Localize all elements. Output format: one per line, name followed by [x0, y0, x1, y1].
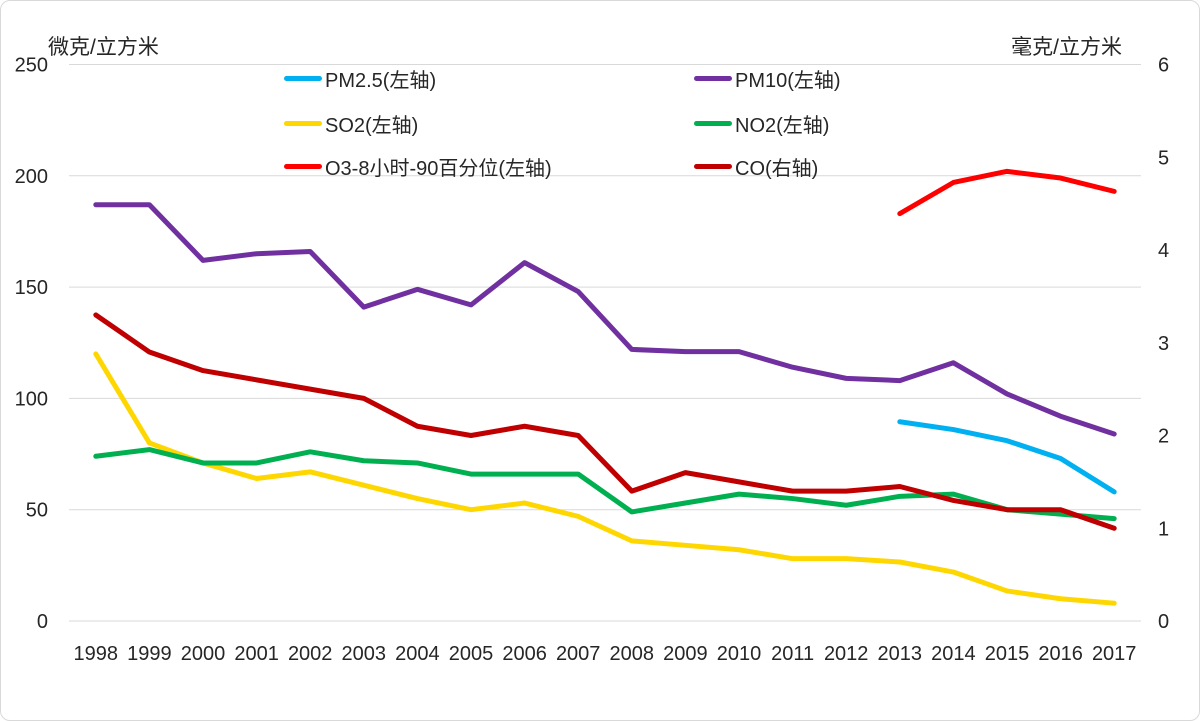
legend-item-so2: SO2(左轴) — [284, 111, 419, 137]
legend-label-pm10: PM10(左轴) — [735, 69, 841, 92]
series-line-O3-8小时-90百分位(左轴) — [897, 168, 1117, 217]
x-axis-year-label: 2017 — [1092, 643, 1137, 665]
x-axis-year-label: 2015 — [985, 643, 1030, 665]
legend-item-pm25: PM2.5(左轴) — [284, 66, 437, 92]
left-axis-tick-label: 200 — [15, 166, 48, 188]
x-axis-year-label: 2008 — [610, 643, 655, 665]
legend-label-o3: O3-8小时-90百分位(左轴) — [325, 157, 552, 180]
right-axis-tick-label: 0 — [1158, 611, 1169, 633]
x-axis-year-label: 2009 — [663, 643, 708, 665]
x-axis-year-label: 1999 — [127, 643, 172, 665]
legend-label-so2: SO2(左轴) — [325, 114, 419, 137]
x-axis-year-label: 2010 — [717, 643, 762, 665]
left-axis-tick-label: 100 — [15, 388, 48, 410]
right-axis-tick-label: 1 — [1158, 518, 1169, 540]
right-axis-tick-label: 3 — [1158, 333, 1169, 355]
right-axis-tick-label: 4 — [1158, 240, 1169, 262]
x-axis-year-label: 2014 — [931, 643, 976, 665]
legend-item-no2: NO2(左轴) — [694, 111, 830, 137]
legend-item-o3: O3-8小时-90百分位(左轴) — [284, 154, 552, 180]
co-line-swatch — [694, 163, 732, 169]
legend-label-pm25: PM2.5(左轴) — [325, 69, 437, 92]
left-axis-tick-label: 0 — [37, 611, 48, 633]
right-axis-unit-label: 毫克/立方米 — [1011, 36, 1122, 59]
x-axis-year-label: 2004 — [395, 643, 440, 665]
x-axis-year-label: 2001 — [234, 643, 279, 665]
left-axis-tick-label: 150 — [15, 277, 48, 299]
right-axis-tick-label: 6 — [1158, 55, 1169, 77]
left-axis-tick-label: 250 — [15, 55, 48, 77]
series-line-CO(右轴) — [93, 312, 1117, 531]
right-axis-tick-label: 5 — [1158, 147, 1169, 169]
so2-line-swatch — [284, 120, 322, 126]
x-axis-year-label: 2012 — [824, 643, 869, 665]
series-line-SO2(左轴) — [93, 351, 1117, 606]
legend-label-co: CO(右轴) — [735, 157, 819, 180]
series-line-PM10(左轴) — [93, 202, 1117, 437]
legend-item-pm10: PM10(左轴) — [694, 66, 841, 92]
x-axis-year-label: 2003 — [342, 643, 387, 665]
legend-label-no2: NO2(左轴) — [735, 114, 830, 137]
x-axis-year-label: 2007 — [556, 643, 601, 665]
x-axis-year-label: 2005 — [449, 643, 494, 665]
pm10-line-swatch — [694, 75, 732, 81]
x-axis-year-label: 1998 — [74, 643, 119, 665]
pm25-line-swatch — [284, 75, 322, 81]
left-axis-tick-label: 50 — [26, 500, 48, 522]
o3-line-swatch — [284, 163, 322, 169]
x-axis-year-label: 2013 — [878, 643, 923, 665]
x-axis-year-label: 2002 — [288, 643, 333, 665]
right-axis-tick-label: 2 — [1158, 426, 1169, 448]
no2-line-swatch — [694, 120, 732, 126]
x-axis-year-label: 2006 — [502, 643, 547, 665]
x-axis-year-label: 2016 — [1038, 643, 1083, 665]
series-line-NO2(左轴) — [93, 447, 1117, 522]
series-line-PM2.5(左轴) — [897, 419, 1117, 495]
x-axis-year-label: 2000 — [181, 643, 226, 665]
left-axis-unit-label: 微克/立方米 — [48, 36, 159, 59]
legend-item-co: CO(右轴) — [694, 154, 819, 180]
x-axis-year-label: 2011 — [771, 643, 814, 665]
